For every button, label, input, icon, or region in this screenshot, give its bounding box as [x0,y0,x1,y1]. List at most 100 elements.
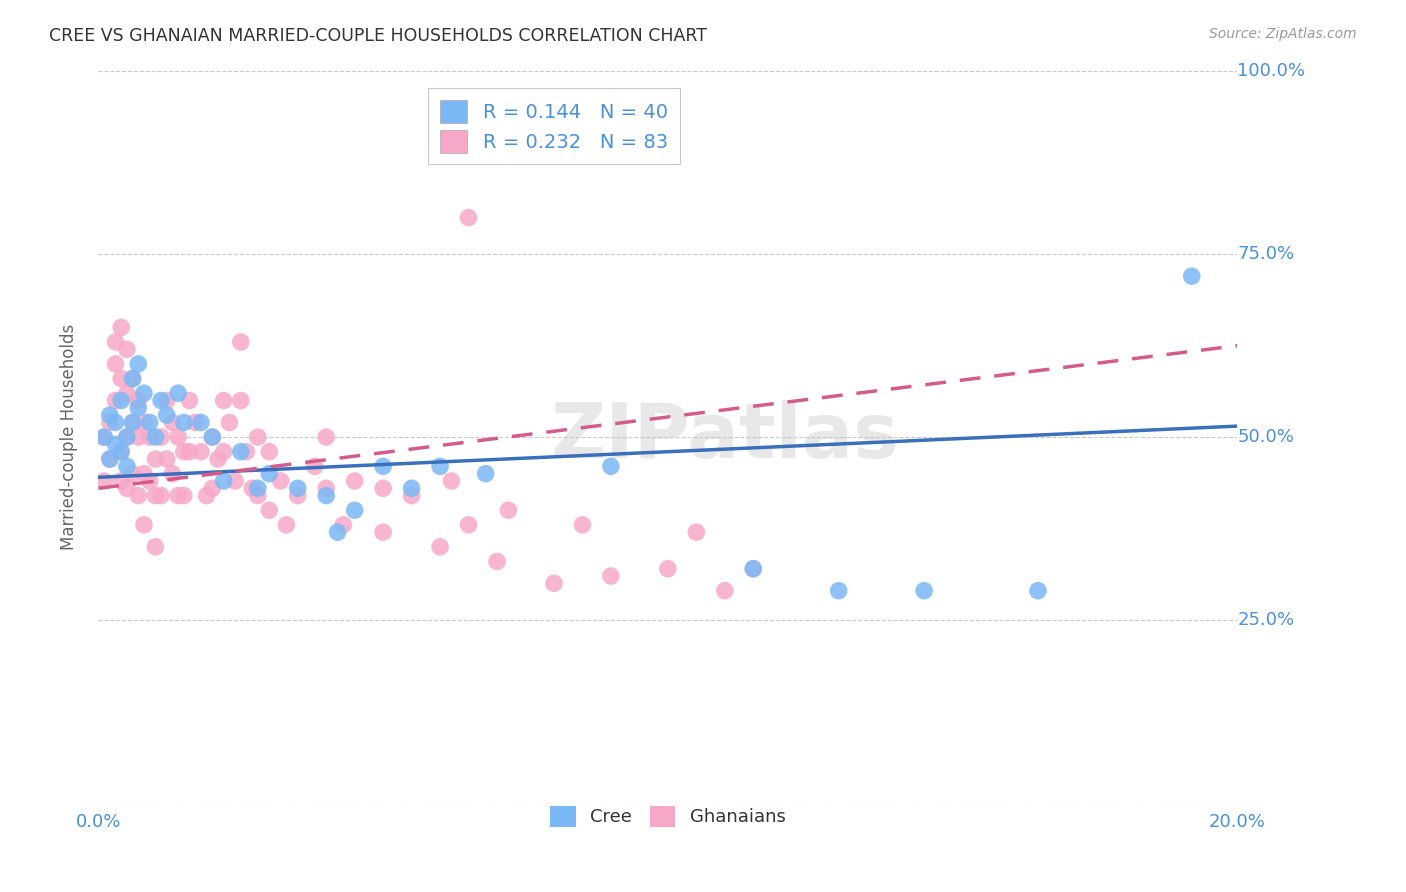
Point [98,452,121,467]
Point [657,562,679,576]
Point [98,408,121,422]
Point [543,576,565,591]
Point [110,474,132,488]
Point [93,430,115,444]
Point [115,386,138,401]
Point [110,371,132,385]
Point [150,393,173,408]
Point [429,540,451,554]
Point [343,474,366,488]
Point [429,459,451,474]
Point [104,393,127,408]
Point [343,503,366,517]
Point [259,444,281,458]
Point [246,430,269,444]
Point [132,467,155,481]
Point [115,430,138,444]
Point [373,459,395,474]
Point [440,474,463,488]
Point [93,430,115,444]
Point [184,416,207,430]
Point [173,444,195,458]
Point [270,474,292,488]
Point [315,481,337,495]
Point [173,416,195,430]
Point [127,430,149,444]
Point [212,474,235,488]
Point [98,416,121,430]
Point [162,416,184,430]
Point [195,489,218,503]
Point [474,467,496,481]
Point [145,430,167,444]
Text: 50.0%: 50.0% [1237,428,1294,446]
Point [685,525,707,540]
Point [179,444,201,458]
Y-axis label: Married-couple Households: Married-couple Households [59,324,77,550]
Point [201,430,224,444]
Point [315,430,337,444]
Point [173,489,195,503]
Point [121,416,143,430]
Point [156,408,179,422]
Point [571,517,593,532]
Point [457,211,479,225]
Point [150,489,173,503]
Point [224,474,246,488]
Point [218,416,240,430]
Point [110,393,132,408]
Point [486,554,509,568]
Point [110,320,132,334]
Text: Source: ZipAtlas.com: Source: ZipAtlas.com [1209,27,1357,41]
Point [201,430,224,444]
Point [167,386,190,401]
Point [1181,269,1204,284]
Point [229,393,252,408]
Point [121,467,143,481]
Point [104,334,127,349]
Point [132,416,155,430]
Point [207,452,229,467]
Point [115,481,138,495]
Point [828,583,851,598]
Point [1026,583,1049,598]
Point [104,437,127,451]
Point [145,540,167,554]
Point [93,474,115,488]
Point [287,481,309,495]
Point [287,489,309,503]
Point [110,444,132,458]
Point [212,444,235,458]
Point [229,334,252,349]
Point [115,343,138,357]
Point [150,430,173,444]
Point [742,562,765,576]
Point [115,459,138,474]
Point [240,481,263,495]
Point [98,452,121,467]
Point [145,489,167,503]
Point [332,517,354,532]
Point [127,489,149,503]
Point [246,489,269,503]
Point [304,459,326,474]
Point [121,416,143,430]
Point [190,444,212,458]
Point [600,569,623,583]
Point [132,517,155,532]
Point [104,357,127,371]
Point [229,444,252,458]
Point [201,481,224,495]
Point [156,393,179,408]
Point [246,481,269,495]
Legend: Cree, Ghanaians: Cree, Ghanaians [543,798,793,834]
Point [167,489,190,503]
Point [401,481,423,495]
Point [276,517,298,532]
Point [121,371,143,385]
Text: 25.0%: 25.0% [1237,611,1295,629]
Point [912,583,935,598]
Point [190,416,212,430]
Point [127,393,149,408]
Point [162,467,184,481]
